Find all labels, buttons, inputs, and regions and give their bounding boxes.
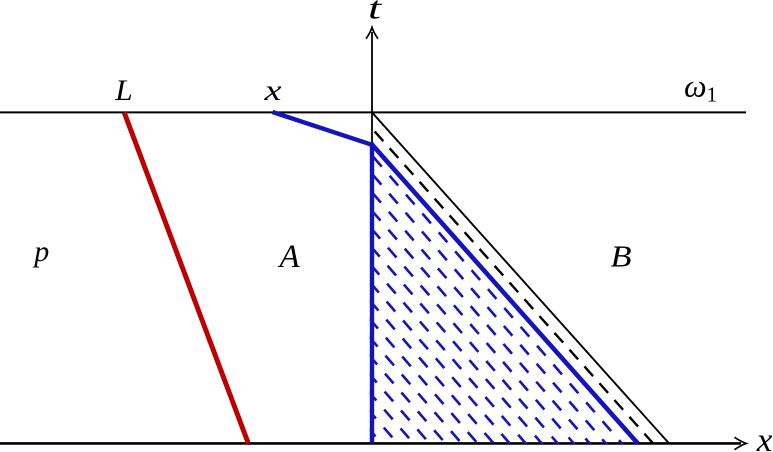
svg-text:p: p [32,235,49,268]
svg-text:A: A [278,239,301,275]
svg-text:x: x [756,422,773,452]
svg-text:B: B [611,239,632,274]
svg-text:t: t [368,0,383,26]
svg-text:ω1: ω1 [684,68,717,107]
svg-text:L: L [114,74,133,107]
svg-text:x: x [263,74,282,107]
